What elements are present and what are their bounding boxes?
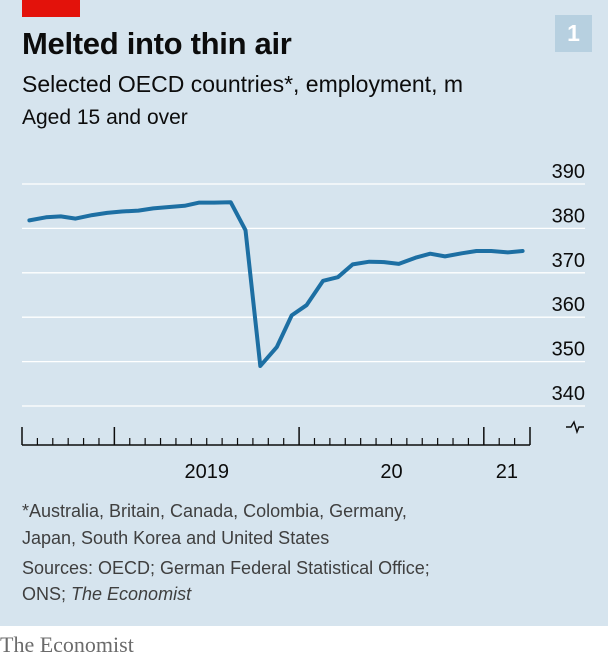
y-tick-label: 370	[552, 250, 585, 272]
x-axis	[21, 420, 584, 446]
footnote-line-2: Japan, South Korea and United States	[22, 528, 330, 548]
line-chart: 390 380 370 360 350 340 2019 20 21	[21, 161, 585, 483]
data-point	[337, 276, 339, 279]
data-point	[106, 212, 108, 214]
data-point	[414, 256, 417, 259]
x-tick-label-20: 20	[380, 461, 402, 483]
sources-line-2: ONS; The Economist	[22, 584, 191, 605]
data-point	[45, 216, 47, 219]
gridlines	[22, 183, 585, 407]
data-point	[490, 250, 493, 252]
data-point	[429, 252, 432, 255]
y-tick-label: 340	[552, 383, 585, 405]
data-point	[305, 304, 308, 307]
y-tick-labels: 390 380 370 360 350 340	[552, 161, 585, 405]
axis-break-mark	[566, 420, 584, 435]
data-point	[198, 201, 201, 204]
data-point	[290, 314, 293, 317]
data-point	[322, 279, 324, 282]
x-tick-label-21: 21	[496, 461, 518, 483]
brand-wordmark: The Economist	[0, 632, 134, 657]
chart-subtitle: Selected OECD countries*, employment, m	[22, 71, 464, 97]
y-tick-label: 390	[552, 161, 585, 183]
data-point	[91, 214, 93, 216]
data-point	[137, 209, 140, 212]
data-point	[244, 229, 247, 231]
chart-subsubtitle: Aged 15 and over	[22, 106, 188, 129]
brand-red-tag	[22, 0, 80, 17]
footnote-line-1: *Australia, Britain, Canada, Colombia, G…	[22, 501, 407, 521]
data-point	[28, 219, 31, 222]
series-line-0	[27, 200, 525, 368]
y-tick-label: 360	[552, 294, 585, 316]
data-point	[444, 255, 446, 258]
sources-line-1: Sources: OECD; German Federal Statistica…	[22, 558, 430, 578]
data-point	[460, 252, 463, 255]
data-point	[351, 263, 354, 266]
data-point	[213, 201, 215, 204]
series	[27, 200, 525, 368]
data-point	[167, 206, 169, 208]
data-point	[398, 263, 400, 265]
data-point	[74, 217, 77, 220]
data-point	[152, 207, 154, 210]
data-point	[276, 346, 278, 348]
sources-prefix: ONS;	[22, 584, 72, 604]
chart-number-badge: 1	[555, 15, 592, 52]
data-point	[475, 250, 478, 252]
sources-italic: The Economist	[71, 584, 192, 604]
data-point	[120, 210, 123, 213]
chart-title: Melted into thin air	[22, 26, 292, 61]
data-point	[229, 201, 232, 204]
chart-panel	[0, 0, 608, 626]
data-point	[59, 215, 62, 218]
data-point	[368, 260, 371, 263]
y-tick-label: 380	[552, 205, 585, 227]
data-point	[507, 251, 509, 254]
data-point	[183, 204, 186, 207]
data-point	[259, 365, 262, 367]
y-tick-label: 350	[552, 339, 585, 361]
data-point	[521, 250, 524, 252]
data-point	[383, 261, 385, 263]
x-tick-labels: 2019 20 21	[184, 461, 518, 483]
x-tick-label-2019: 2019	[184, 461, 229, 483]
